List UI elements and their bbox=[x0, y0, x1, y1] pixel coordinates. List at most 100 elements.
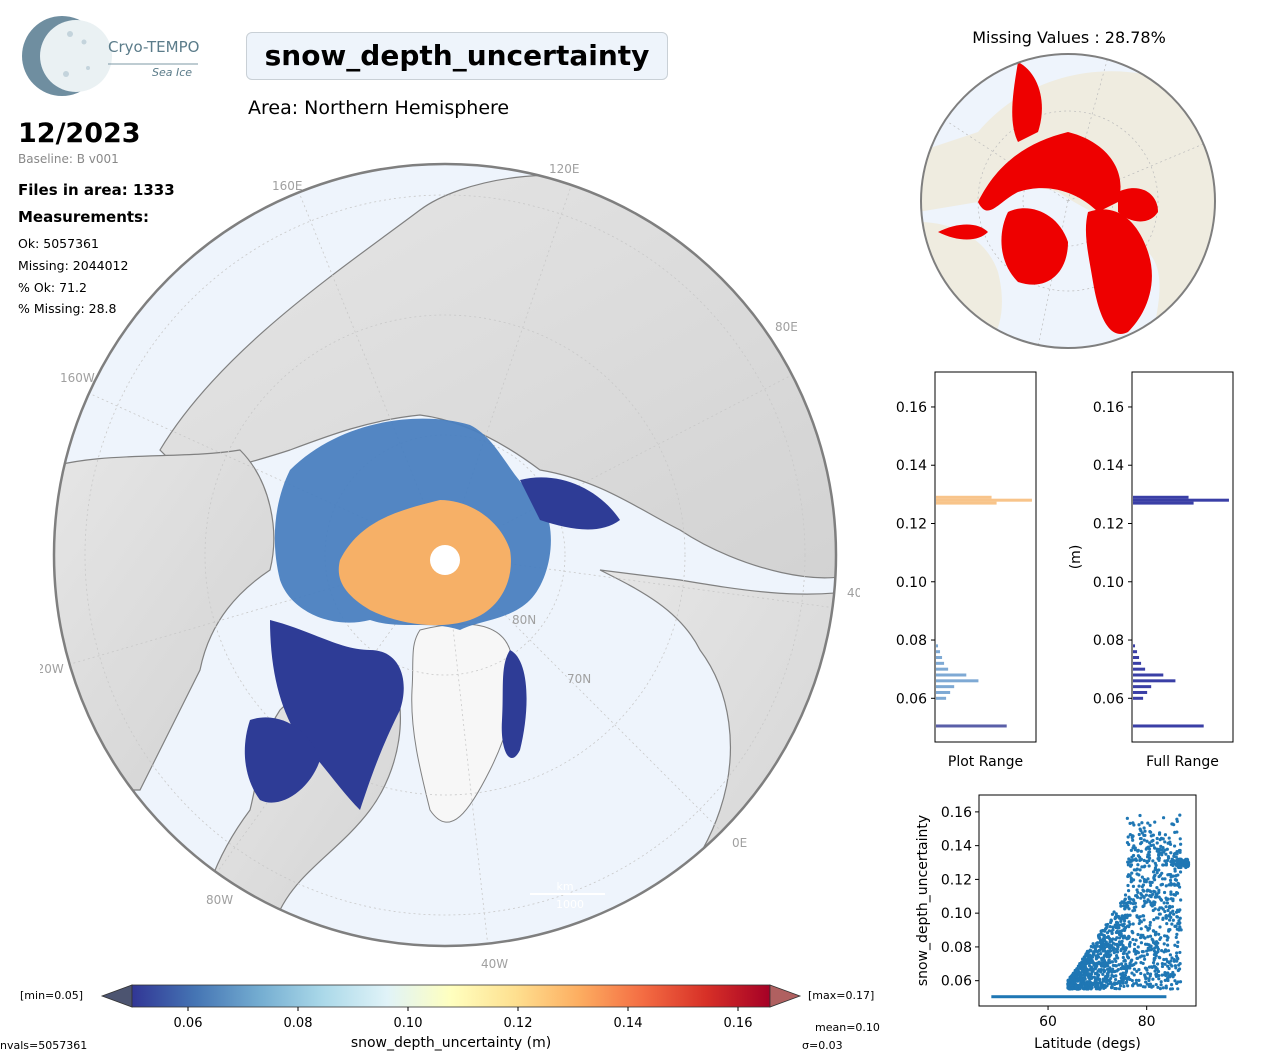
scatter-point bbox=[1114, 959, 1118, 963]
scatter-point bbox=[1117, 987, 1122, 991]
scatter-point bbox=[1108, 943, 1112, 947]
scatter-point bbox=[1125, 915, 1129, 920]
scatter-point bbox=[1176, 860, 1181, 864]
scatter-point bbox=[1073, 980, 1077, 984]
data-orange-center bbox=[338, 500, 511, 626]
scatter-point bbox=[1175, 819, 1179, 824]
scatter-point bbox=[1157, 868, 1161, 872]
data-navy-greenland-east bbox=[501, 650, 527, 759]
hist-bar bbox=[936, 673, 967, 677]
scatter-point bbox=[1182, 864, 1187, 868]
scatter-point bbox=[1136, 890, 1140, 894]
scatter-point bbox=[1110, 939, 1114, 943]
scatter-point bbox=[1132, 949, 1136, 953]
scatter-point bbox=[1132, 868, 1136, 872]
scatter-point bbox=[1127, 857, 1131, 861]
colorbar: [min=0.05] [max=0.17] 0.06 0.08 0.10 0.1… bbox=[0, 984, 880, 1052]
lon-label: 40E bbox=[847, 586, 860, 600]
scatter-point bbox=[1164, 984, 1168, 988]
scatter-point bbox=[1098, 936, 1102, 940]
scatter-point bbox=[1131, 922, 1135, 926]
scatter-point bbox=[1122, 959, 1126, 963]
scatter-point bbox=[1146, 928, 1150, 932]
scatter-point bbox=[1094, 983, 1099, 987]
scatter-point bbox=[1142, 918, 1146, 922]
scatter-point bbox=[1115, 936, 1119, 940]
scatter-point bbox=[1177, 919, 1181, 923]
scatter-point bbox=[1160, 964, 1165, 969]
scatter-point bbox=[1149, 843, 1153, 848]
scatter-point bbox=[1164, 916, 1168, 920]
hist-bar bbox=[1133, 679, 1176, 683]
scatter-point bbox=[1166, 841, 1170, 845]
scatter-point bbox=[1111, 925, 1115, 929]
scatter-latitude: 0.06 0.08 0.10 0.12 0.14 0.16 60 80 Latitude (de… bbox=[915, 794, 1197, 1052]
scatter-point bbox=[1161, 846, 1165, 850]
scatter-point bbox=[1115, 929, 1119, 933]
scatter-point bbox=[1131, 821, 1135, 825]
scatter-point bbox=[1110, 946, 1114, 950]
scatter-point bbox=[1134, 905, 1138, 909]
scatter-point bbox=[1169, 875, 1173, 879]
scatter-point bbox=[1095, 954, 1100, 958]
scatter-point bbox=[1101, 962, 1105, 967]
scatter-point bbox=[1137, 968, 1141, 972]
scatter-point bbox=[1148, 823, 1152, 827]
scatter-point bbox=[1136, 854, 1141, 858]
scatter-point bbox=[1138, 827, 1142, 831]
scatter-point bbox=[1148, 974, 1152, 978]
scatter-point bbox=[1162, 942, 1166, 946]
colorbar-min-label: [min=0.05] bbox=[20, 989, 83, 1002]
scatter-point bbox=[1100, 981, 1104, 985]
scatter-point bbox=[1143, 974, 1147, 979]
logo-name: Cryo-TEMPO bbox=[108, 38, 200, 56]
scatter-point bbox=[1151, 859, 1155, 863]
scatter-point bbox=[1146, 898, 1150, 902]
scatter-point bbox=[1140, 821, 1144, 825]
scatter-point bbox=[1139, 857, 1143, 861]
scatter-point bbox=[1157, 912, 1162, 916]
scatter-point bbox=[1124, 970, 1128, 975]
scatter-point bbox=[1159, 851, 1163, 855]
scatter-point bbox=[1164, 905, 1168, 909]
scatter-point bbox=[1168, 975, 1172, 979]
scatter-point bbox=[1092, 967, 1096, 971]
scatter-point bbox=[1168, 953, 1172, 957]
scatter-point bbox=[1160, 962, 1164, 966]
scatter-point bbox=[1169, 983, 1174, 987]
scatter-point bbox=[1089, 968, 1093, 972]
scatter-point bbox=[1170, 905, 1175, 909]
hist-bar bbox=[1133, 724, 1204, 728]
scatter-point bbox=[1155, 849, 1159, 853]
scatter-point bbox=[1137, 832, 1141, 837]
scatter-point bbox=[1184, 857, 1188, 861]
scatter-point bbox=[1165, 901, 1170, 905]
scatter-point bbox=[1114, 987, 1118, 991]
hist-bar bbox=[936, 661, 945, 665]
scatter-ytick-label: 0.08 bbox=[941, 940, 972, 956]
scatter-point bbox=[1158, 925, 1162, 929]
scatter-point bbox=[1101, 972, 1105, 977]
scatter-point bbox=[1121, 914, 1126, 919]
scatter-ytick-label: 0.16 bbox=[941, 805, 972, 821]
scatter-point bbox=[1131, 858, 1136, 862]
scatter-point bbox=[1139, 836, 1143, 841]
scatter-point bbox=[1125, 840, 1130, 845]
scatter-point bbox=[1104, 923, 1108, 927]
scatter-point bbox=[1151, 929, 1155, 933]
scatter-point bbox=[1094, 979, 1098, 983]
scatter-point bbox=[1111, 941, 1115, 945]
hist-bar bbox=[936, 501, 997, 505]
scatter-point bbox=[1094, 945, 1098, 949]
missing-values-title: Missing Values : 28.78% bbox=[972, 28, 1166, 47]
scatter-point bbox=[1171, 863, 1175, 868]
scatter-point bbox=[1106, 949, 1110, 953]
scatter-point bbox=[1110, 985, 1114, 989]
scatter-point bbox=[1129, 897, 1133, 901]
land-west bbox=[54, 449, 275, 791]
data-navy-atlantic bbox=[270, 620, 404, 810]
scatter-point bbox=[1175, 852, 1179, 856]
scatter-point bbox=[1151, 977, 1155, 981]
scatter-frame bbox=[978, 794, 1197, 1007]
scatter-point bbox=[1115, 950, 1120, 954]
